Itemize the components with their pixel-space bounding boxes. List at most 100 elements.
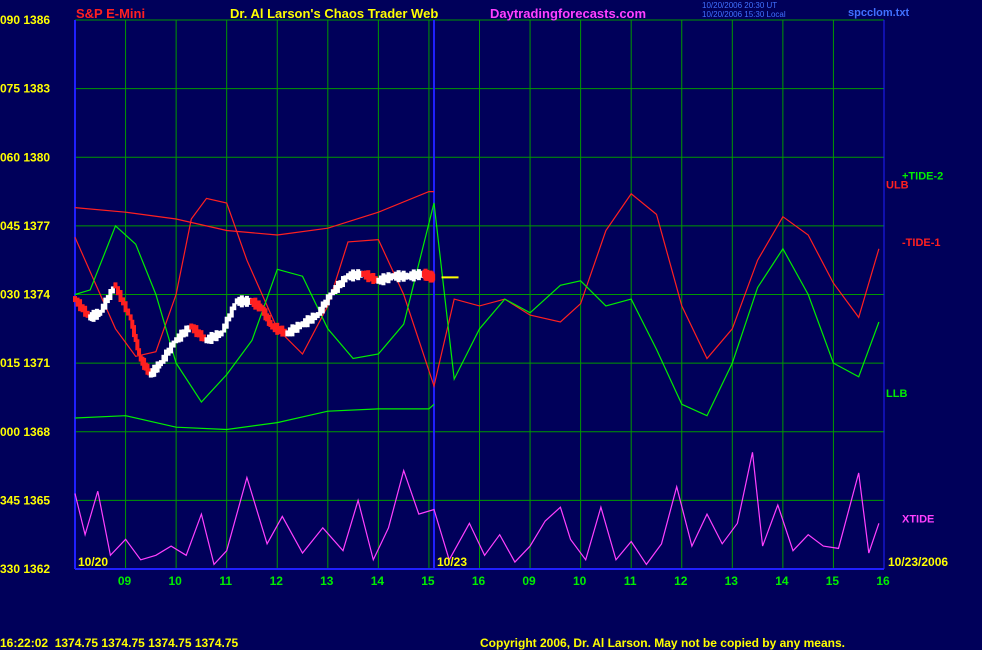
price-bar: [244, 295, 249, 307]
price-bar: [373, 276, 378, 284]
date-label-start: 10/20: [78, 555, 108, 569]
price-bar: [121, 297, 126, 306]
y-tick-label: 345 1365: [0, 493, 50, 507]
price-bar: [389, 273, 394, 281]
price-bar: [270, 323, 275, 330]
symbol-title: S&P E-Mini: [76, 6, 145, 21]
price-bar: [338, 280, 343, 289]
price-bar: [179, 329, 184, 342]
price-bar: [333, 285, 338, 295]
x-tick-label: 13: [725, 574, 739, 588]
price-bar: [126, 308, 131, 316]
price-bar: [247, 297, 252, 305]
price-bar: [353, 271, 358, 280]
price-bar: [308, 315, 313, 324]
x-tick-label: 16: [876, 574, 890, 588]
site-link[interactable]: Daytradingforecasts.com: [490, 6, 646, 21]
price-bar: [234, 298, 239, 305]
price-bar: [115, 286, 120, 296]
price-bar: [409, 271, 414, 281]
price-bar: [130, 319, 135, 329]
price-bar: [135, 339, 140, 351]
date-label-divider: 10/23: [437, 555, 467, 569]
price-bar: [290, 324, 295, 337]
price-bar: [386, 272, 391, 284]
x-tick-label: 10: [573, 574, 587, 588]
price-bar: [351, 269, 356, 282]
price-bar: [227, 313, 232, 322]
y-tick-label: 045 1377: [0, 219, 50, 233]
price-bar: [305, 315, 310, 328]
price-bar: [368, 273, 373, 282]
series-label-xtide: XTIDE: [902, 514, 934, 526]
price-bar: [217, 331, 222, 339]
price-bar: [340, 276, 345, 288]
price-bar: [313, 313, 318, 321]
price-bar: [169, 342, 174, 354]
x-tick-label: 13: [320, 574, 334, 588]
price-bar: [209, 331, 214, 344]
price-bar: [292, 324, 297, 333]
price-bar: [280, 325, 285, 337]
timestamp-local: 10/20/2006 15:30 Local: [702, 10, 786, 19]
price-bar: [330, 289, 335, 296]
price-bar: [103, 297, 108, 310]
price-bar: [303, 318, 308, 328]
price-bar: [419, 270, 424, 278]
price-bar: [396, 270, 401, 283]
price-bar: [166, 347, 171, 356]
chart-title: Dr. Al Larson's Chaos Trader Web: [230, 6, 438, 21]
price-bar: [366, 270, 371, 283]
price-bar: [131, 325, 136, 338]
price-bar: [376, 277, 381, 284]
price-bar: [105, 295, 110, 304]
last-quote: 16:22:02 1374.75 1374.75 1374.75 1374.75: [0, 636, 239, 650]
price-bar: [363, 270, 368, 280]
y-tick-label: 330 1362: [0, 562, 50, 576]
price-bar: [401, 270, 406, 282]
price-bar: [277, 325, 282, 334]
x-tick-label: 11: [219, 574, 232, 588]
price-bar: [272, 323, 277, 333]
x-tick-label: 14: [371, 574, 385, 588]
series-line-tide-2: [74, 202, 880, 417]
price-bar: [212, 332, 217, 341]
price-bar: [199, 330, 204, 342]
price-bar: [158, 360, 163, 367]
price-bar: [83, 305, 88, 317]
price-bar: [391, 273, 396, 280]
price-bar: [381, 273, 386, 286]
price-bar: [189, 323, 194, 330]
price-bar: [431, 273, 436, 281]
price-bar: [298, 322, 303, 330]
price-bar: [361, 270, 366, 277]
copyright-notice: Copyright 2006, Dr. Al Larson. May not b…: [480, 636, 845, 650]
price-bar: [335, 280, 340, 293]
series-line-xtide: [74, 452, 880, 566]
price-bar: [383, 274, 388, 283]
price-bar: [184, 325, 189, 337]
price-bar: [399, 272, 404, 281]
y-tick-label: 075 1383: [0, 82, 50, 96]
price-bar: [371, 272, 376, 284]
price-bar: [174, 337, 179, 344]
price-bar: [346, 273, 351, 280]
price-bar: [118, 290, 123, 303]
y-tick-label: 015 1371: [0, 356, 50, 370]
price-bar: [194, 325, 199, 338]
series-label-ulb: ULB: [886, 180, 909, 192]
x-tick-label: 10: [168, 574, 182, 588]
price-bar: [285, 330, 290, 337]
price-bar: [356, 269, 361, 281]
chart-labels: 090 1386 075 1383 060 1380 045 1377 030 1374…: [0, 13, 948, 588]
price-bar: [232, 303, 237, 311]
price-bar: [113, 282, 118, 289]
price-bar: [222, 323, 227, 333]
price-bar: [100, 303, 105, 313]
price-bar: [204, 337, 209, 344]
price-bar: [73, 296, 77, 303]
series-label-tide-2: +TIDE-2: [902, 171, 943, 183]
price-bar: [328, 292, 333, 300]
